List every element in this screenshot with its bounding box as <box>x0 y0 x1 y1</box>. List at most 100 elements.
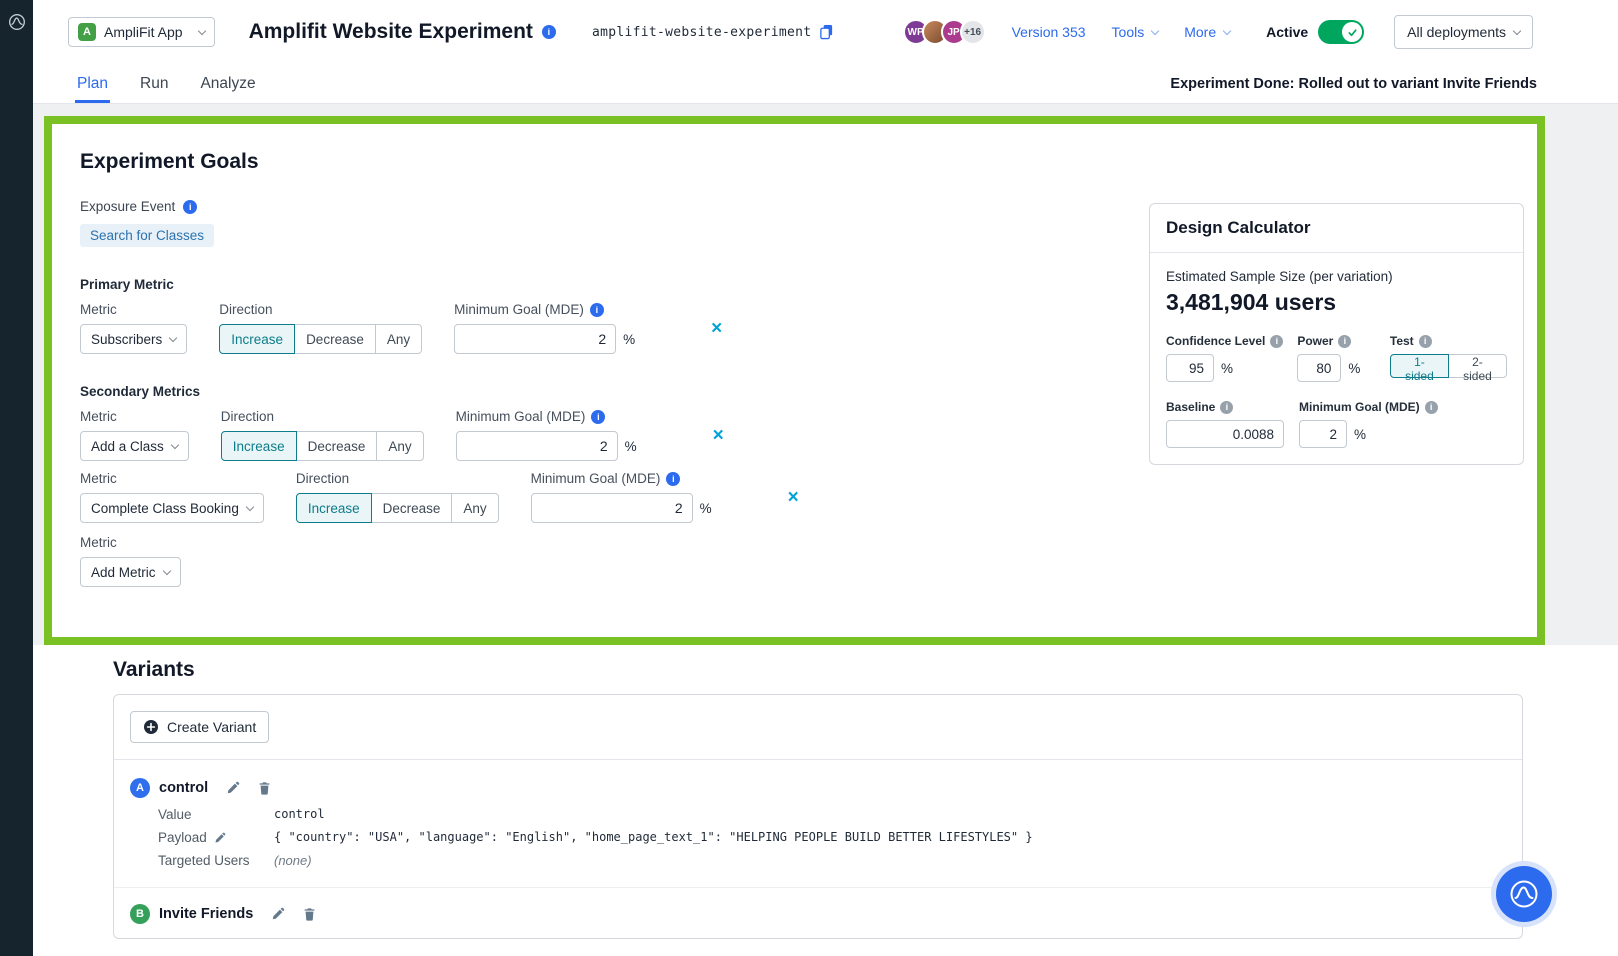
variant-payload-row: Payload { "country": "USA", "language": … <box>158 829 1506 846</box>
avatar-overflow-badge[interactable]: +16 <box>959 19 986 45</box>
metric-select-0[interactable]: Subscribers <box>80 324 188 354</box>
chevron-down-icon <box>197 26 206 35</box>
test-one-sided[interactable]: 1-sided <box>1389 354 1449 383</box>
experiment-goals-highlight: Experiment Goals Exposure Event i Search… <box>44 116 1545 645</box>
chevron-down-icon <box>170 440 180 449</box>
percent-unit: % <box>623 331 636 347</box>
copy-icon[interactable] <box>819 24 834 40</box>
calc-mde-info-icon[interactable]: i <box>1424 400 1438 414</box>
delete-variant-icon[interactable] <box>258 781 271 796</box>
remove-metric-icon-0[interactable]: × <box>711 317 723 339</box>
remove-metric-icon-1[interactable]: × <box>712 424 724 446</box>
variant-item-invite-friends: B Invite Friends <box>114 887 1522 938</box>
direction-any-2[interactable]: Any <box>451 493 499 523</box>
edit-payload-icon[interactable] <box>214 832 226 844</box>
mde-input-2[interactable] <box>530 493 693 523</box>
help-fab[interactable] <box>1496 866 1552 922</box>
direction-segmented-1: Increase Decrease Any <box>220 431 424 461</box>
app-switcher-button[interactable]: A AmpliFit App <box>68 17 215 47</box>
baseline-label: Baseline i <box>1166 400 1299 414</box>
mde-info-icon[interactable]: i <box>591 409 606 424</box>
plus-circle-icon <box>144 720 158 734</box>
remove-metric-icon-2[interactable]: × <box>787 486 799 508</box>
mde-info-icon[interactable]: i <box>666 471 681 486</box>
variants-card: Create Variant A control <box>113 694 1523 939</box>
mde-input-0[interactable] <box>454 324 617 354</box>
targeted-users-label: Targeted Users <box>158 853 250 868</box>
power-input[interactable] <box>1297 354 1342 382</box>
direction-any-1[interactable]: Any <box>376 431 424 461</box>
tab-plan[interactable]: Plan <box>75 64 111 103</box>
metric-label: Metric <box>80 535 117 550</box>
top-header: A AmpliFit App Amplifit Website Experime… <box>33 0 1618 64</box>
design-calculator: Design Calculator Estimated Sample Size … <box>1149 203 1524 465</box>
collaborator-avatars[interactable]: WP JP +16 <box>902 19 986 45</box>
edit-variant-icon[interactable] <box>226 781 240 795</box>
confidence-label: Confidence Level i <box>1166 334 1297 348</box>
page-content: Experiment Goals Exposure Event i Search… <box>33 104 1618 956</box>
amplitude-logo-icon[interactable] <box>8 13 26 31</box>
edit-variant-icon[interactable] <box>271 907 285 921</box>
variant-header: A control <box>130 778 1506 798</box>
direction-increase-2[interactable]: Increase <box>295 493 372 523</box>
experiment-goals-title: Experiment Goals <box>80 150 259 173</box>
title-info-icon[interactable]: i <box>541 25 556 39</box>
metric-select-2[interactable]: Complete Class Booking <box>80 493 264 523</box>
direction-increase-0[interactable]: Increase <box>219 324 296 354</box>
baseline-input[interactable] <box>1166 420 1284 448</box>
power-label-text: Power <box>1297 334 1334 348</box>
test-two-sided[interactable]: 2-sided <box>1447 354 1507 383</box>
variant-value: control <box>274 807 325 821</box>
tab-bar: Plan Run Analyze Experiment Done: Rolled… <box>33 64 1618 104</box>
create-variant-button[interactable]: Create Variant <box>130 711 270 743</box>
mde-label: Minimum Goal (MDE) i <box>531 471 712 486</box>
chevron-down-icon <box>1512 26 1522 35</box>
variants-toolbar: Create Variant <box>114 695 1522 759</box>
confidence-info-icon[interactable]: i <box>1270 334 1284 348</box>
test-info-icon[interactable]: i <box>1418 334 1432 348</box>
calc-mde-input[interactable] <box>1299 420 1347 448</box>
mde-label-text: Minimum Goal (MDE) <box>454 302 584 317</box>
direction-decrease-1[interactable]: Decrease <box>295 431 378 461</box>
direction-any-0[interactable]: Any <box>374 324 423 354</box>
active-toggle[interactable] <box>1318 20 1365 44</box>
experiment-goals-card: Experiment Goals Exposure Event i Search… <box>52 124 1537 637</box>
direction-decrease-0[interactable]: Decrease <box>294 324 376 354</box>
app-name-label: AmpliFit App <box>104 24 183 40</box>
power-info-icon[interactable]: i <box>1338 334 1352 348</box>
deployments-dropdown[interactable]: All deployments <box>1394 15 1533 49</box>
variant-name: Invite Friends <box>159 906 254 922</box>
direction-label: Direction <box>295 471 350 486</box>
direction-decrease-2[interactable]: Decrease <box>370 493 453 523</box>
more-menu[interactable]: More <box>1184 24 1232 40</box>
tab-analyze[interactable]: Analyze <box>200 74 256 92</box>
add-metric-dropdown[interactable]: Add Metric <box>80 557 181 587</box>
chevron-down-icon <box>1150 26 1160 35</box>
metric-select-value: Complete Class Booking <box>91 500 239 516</box>
percent-unit: % <box>1221 360 1234 376</box>
mde-info-icon[interactable]: i <box>589 302 604 317</box>
payload-label: Payload <box>158 829 274 846</box>
main-area: A AmpliFit App Amplifit Website Experime… <box>33 0 1618 956</box>
metric-select-value: Subscribers <box>91 331 163 347</box>
amplitude-logo-icon <box>1510 880 1538 908</box>
direction-label: Direction <box>220 409 275 424</box>
direction-label: Direction <box>219 302 273 317</box>
mde-label: Minimum Goal (MDE) i <box>456 409 637 424</box>
app-badge-icon: A <box>78 23 96 41</box>
tab-run[interactable]: Run <box>140 74 169 92</box>
mde-label-text: Minimum Goal (MDE) <box>455 409 586 424</box>
metric-select-1[interactable]: Add a Class <box>80 431 189 461</box>
direction-segmented-0: Increase Decrease Any <box>219 324 423 354</box>
direction-increase-1[interactable]: Increase <box>220 431 297 461</box>
confidence-input[interactable] <box>1166 354 1214 382</box>
baseline-info-icon[interactable]: i <box>1220 400 1234 414</box>
delete-variant-icon[interactable] <box>303 907 316 922</box>
exposure-event-chip[interactable]: Search for Classes <box>80 224 215 247</box>
version-link[interactable]: Version 353 <box>1012 24 1086 40</box>
exposure-info-icon[interactable]: i <box>183 199 198 214</box>
mde-input-1[interactable] <box>455 431 618 461</box>
calc-mde-label: Minimum Goal (MDE) i <box>1299 400 1438 414</box>
tools-menu[interactable]: Tools <box>1112 24 1160 40</box>
